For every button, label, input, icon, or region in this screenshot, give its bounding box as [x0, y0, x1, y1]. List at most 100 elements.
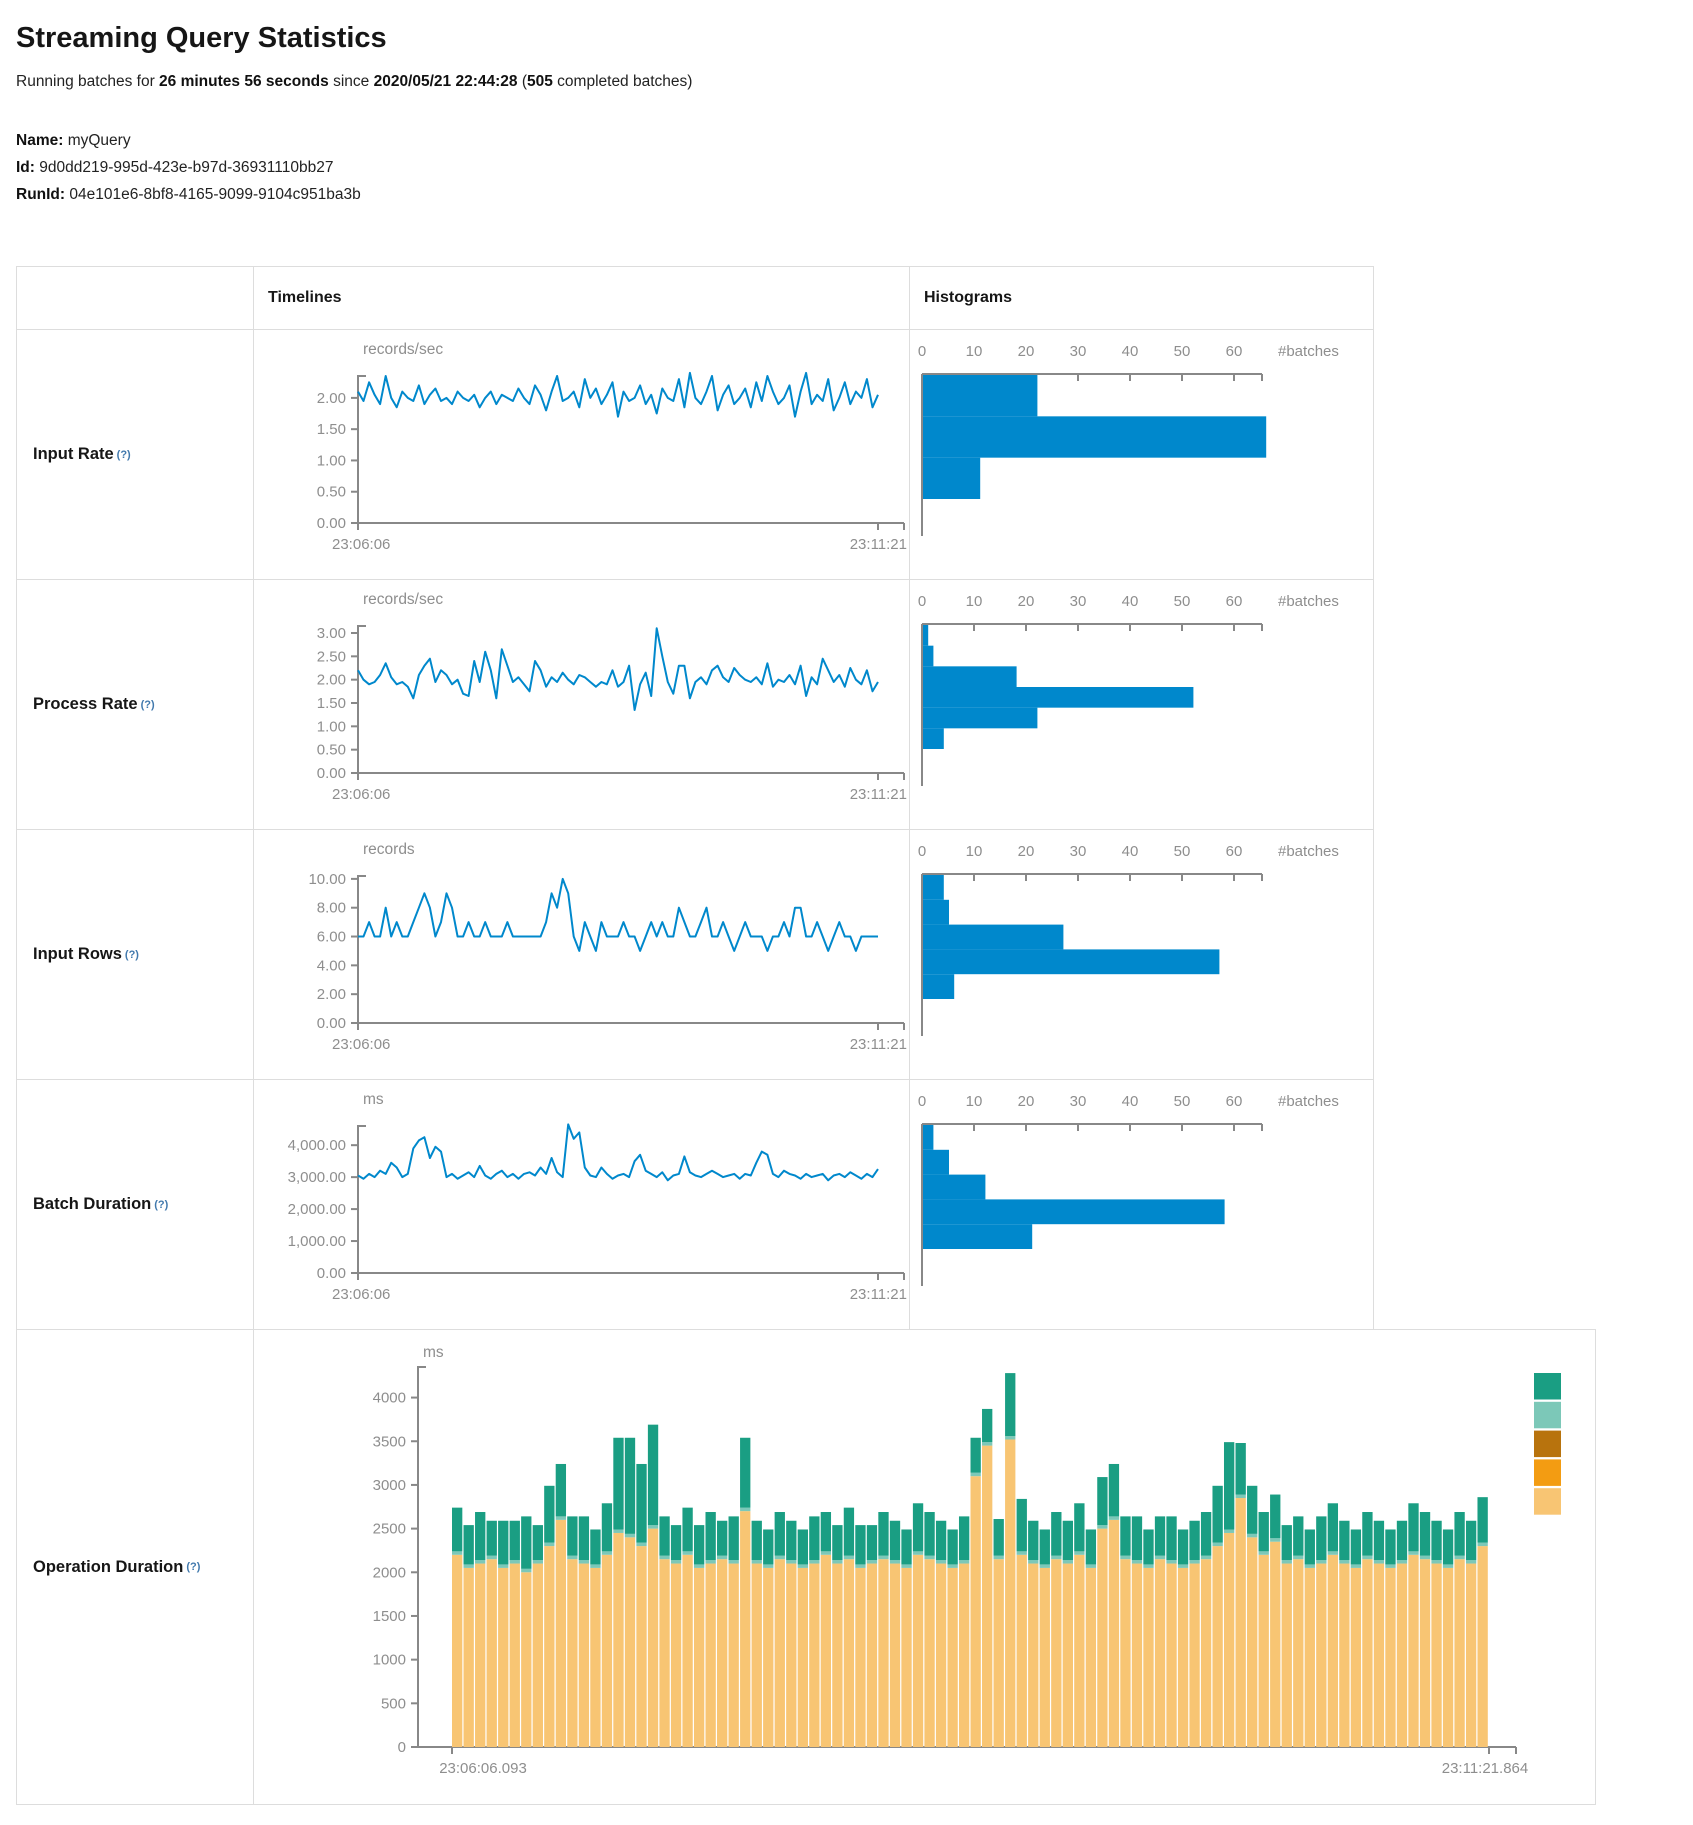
svg-text:23:06:06: 23:06:06 — [332, 1036, 390, 1053]
svg-text:2500: 2500 — [373, 1521, 406, 1538]
svg-text:23:11:21: 23:11:21 — [850, 536, 907, 553]
svg-text:0: 0 — [918, 593, 926, 610]
svg-text:2,000.00: 2,000.00 — [288, 1201, 346, 1218]
svg-text:40: 40 — [1122, 593, 1139, 610]
header-histograms: Histograms — [909, 267, 1373, 329]
batch-duration-histogram-chart: 0 10 20 30 40 50 60 #batches — [909, 1080, 1373, 1329]
svg-text:0.00: 0.00 — [317, 765, 346, 782]
operation-duration-row: Operation Duration (?) ms 0 500 1000 1500 200… — [16, 1329, 1596, 1805]
svg-text:40: 40 — [1122, 1093, 1139, 1110]
svg-text:10: 10 — [966, 843, 983, 860]
svg-text:records/sec: records/sec — [363, 341, 443, 358]
batch-duration-label-cell: Batch Duration (?) — [17, 1080, 253, 1329]
svg-text:2.00: 2.00 — [317, 672, 346, 689]
status-prefix: Running batches for — [16, 73, 160, 90]
svg-text:20: 20 — [1018, 343, 1035, 360]
status-duration: 26 minutes 56 seconds — [159, 73, 329, 90]
svg-text:30: 30 — [1070, 843, 1087, 860]
status-since: 2020/05/21 22:44:28 — [373, 73, 518, 90]
svg-text:50: 50 — [1174, 843, 1191, 860]
input-rows-label-cell: Input Rows (?) — [17, 830, 253, 1079]
process-rate-label-cell: Process Rate (?) — [17, 580, 253, 829]
query-id-line: Id: 9d0dd219-995d-423e-b97d-36931110bb27 — [16, 154, 1693, 181]
svg-text:60: 60 — [1226, 593, 1243, 610]
status-batch-count: 505 — [526, 73, 553, 90]
status-middle: since — [328, 73, 374, 90]
query-runid-label: RunId: — [16, 186, 66, 203]
svg-text:0.00: 0.00 — [317, 1015, 346, 1032]
input-rows-timeline-chart: records 0.00 2.00 4.00 6.00 8.00 10.00 23:06:06… — [253, 830, 909, 1079]
svg-text:6.00: 6.00 — [317, 929, 346, 946]
svg-text:ms: ms — [423, 1344, 444, 1361]
svg-text:23:11:21: 23:11:21 — [850, 786, 907, 803]
svg-text:23:11:21: 23:11:21 — [850, 1036, 907, 1053]
query-name-value: myQuery — [67, 132, 131, 149]
input-rate-histogram-chart: 0 10 20 30 40 50 60 #batches — [909, 330, 1373, 579]
svg-text:3000: 3000 — [373, 1477, 406, 1494]
input-rows-label: Input Rows — [33, 945, 122, 963]
svg-text:23:06:06.093: 23:06:06.093 — [439, 1760, 527, 1777]
svg-text:2000: 2000 — [373, 1564, 406, 1581]
svg-text:3500: 3500 — [373, 1433, 406, 1450]
input-rows-help-icon[interactable]: (?) — [124, 948, 139, 961]
process-rate-label: Process Rate — [33, 695, 138, 713]
header-empty-cell — [17, 267, 253, 329]
svg-text:23:06:06: 23:06:06 — [332, 536, 390, 553]
svg-text:60: 60 — [1226, 843, 1243, 860]
query-runid-value: 04e101e6-8bf8-4165-9099-9104c951ba3b — [69, 186, 361, 203]
batch-duration-label: Batch Duration — [33, 1195, 152, 1213]
svg-text:0.50: 0.50 — [317, 484, 346, 501]
svg-text:23:11:21.864: 23:11:21.864 — [1442, 1760, 1528, 1777]
query-name-label: Name: — [16, 132, 64, 149]
svg-text:3,000.00: 3,000.00 — [288, 1169, 346, 1186]
operation-duration-label-cell: Operation Duration (?) — [17, 1330, 253, 1804]
svg-text:ms: ms — [363, 1091, 384, 1108]
svg-text:30: 30 — [1070, 1093, 1087, 1110]
svg-text:0: 0 — [918, 343, 926, 360]
input-rate-label: Input Rate — [33, 445, 114, 463]
svg-text:0.00: 0.00 — [317, 1265, 346, 1282]
svg-text:23:06:06: 23:06:06 — [332, 786, 390, 803]
svg-text:23:11:21: 23:11:21 — [850, 1286, 907, 1303]
svg-text:0: 0 — [918, 843, 926, 860]
svg-text:50: 50 — [1174, 593, 1191, 610]
batch-duration-help-icon[interactable]: (?) — [154, 1198, 169, 1211]
svg-text:0.50: 0.50 — [317, 742, 346, 759]
process-rate-help-icon[interactable]: (?) — [140, 698, 155, 711]
svg-text:40: 40 — [1122, 343, 1139, 360]
svg-text:60: 60 — [1226, 343, 1243, 360]
process-rate-timeline-chart: records/sec 0.00 0.50 1.00 1.50 2.00 2.50 3.00 2… — [253, 580, 909, 829]
svg-text:8.00: 8.00 — [317, 900, 346, 917]
svg-text:10: 10 — [966, 593, 983, 610]
svg-text:30: 30 — [1070, 343, 1087, 360]
svg-text:10.00: 10.00 — [308, 871, 346, 888]
query-meta: Name: myQuery Id: 9d0dd219-995d-423e-b97… — [16, 127, 1693, 208]
page-title: Streaming Query Statistics — [16, 22, 387, 54]
query-runid-line: RunId: 04e101e6-8bf8-4165-9099-9104c951b… — [16, 181, 1693, 208]
svg-text:30: 30 — [1070, 593, 1087, 610]
svg-text:4.00: 4.00 — [317, 957, 346, 974]
input-rate-timeline-chart: records/sec 0.00 0.50 1.00 1.50 2.00 23:06:06 2… — [253, 330, 909, 579]
query-id-value: 9d0dd219-995d-423e-b97d-36931110bb27 — [39, 159, 334, 176]
svg-text:2.00: 2.00 — [317, 986, 346, 1003]
svg-text:20: 20 — [1018, 843, 1035, 860]
operation-duration-help-icon[interactable]: (?) — [186, 1561, 201, 1573]
input-rate-label-cell: Input Rate (?) — [17, 330, 253, 579]
svg-text:1.50: 1.50 — [317, 695, 346, 712]
status-line: Running batches for 26 minutes 56 second… — [16, 73, 1693, 91]
svg-text:1000: 1000 — [373, 1652, 406, 1669]
operation-duration-chart: ms 0 500 1000 1500 2000 2500 3000 3500 4000 23:06:… — [253, 1330, 1596, 1804]
process-rate-row: Process Rate (?) records/sec 0.00 0.50 1.00… — [17, 579, 1373, 829]
input-rate-help-icon[interactable]: (?) — [116, 448, 131, 461]
svg-text:0: 0 — [398, 1739, 406, 1756]
input-rows-row: Input Rows (?) records 0.00 2.00 4.00 6.00 8.… — [17, 829, 1373, 1079]
svg-text:20: 20 — [1018, 1093, 1035, 1110]
svg-text:0.00: 0.00 — [317, 515, 346, 532]
svg-text:1.00: 1.00 — [317, 718, 346, 735]
svg-text:records/sec: records/sec — [363, 591, 443, 608]
svg-text:0: 0 — [918, 1093, 926, 1110]
svg-text:1.50: 1.50 — [317, 421, 346, 438]
operation-duration-label: Operation Duration — [33, 1557, 184, 1576]
svg-text:1500: 1500 — [373, 1608, 406, 1625]
